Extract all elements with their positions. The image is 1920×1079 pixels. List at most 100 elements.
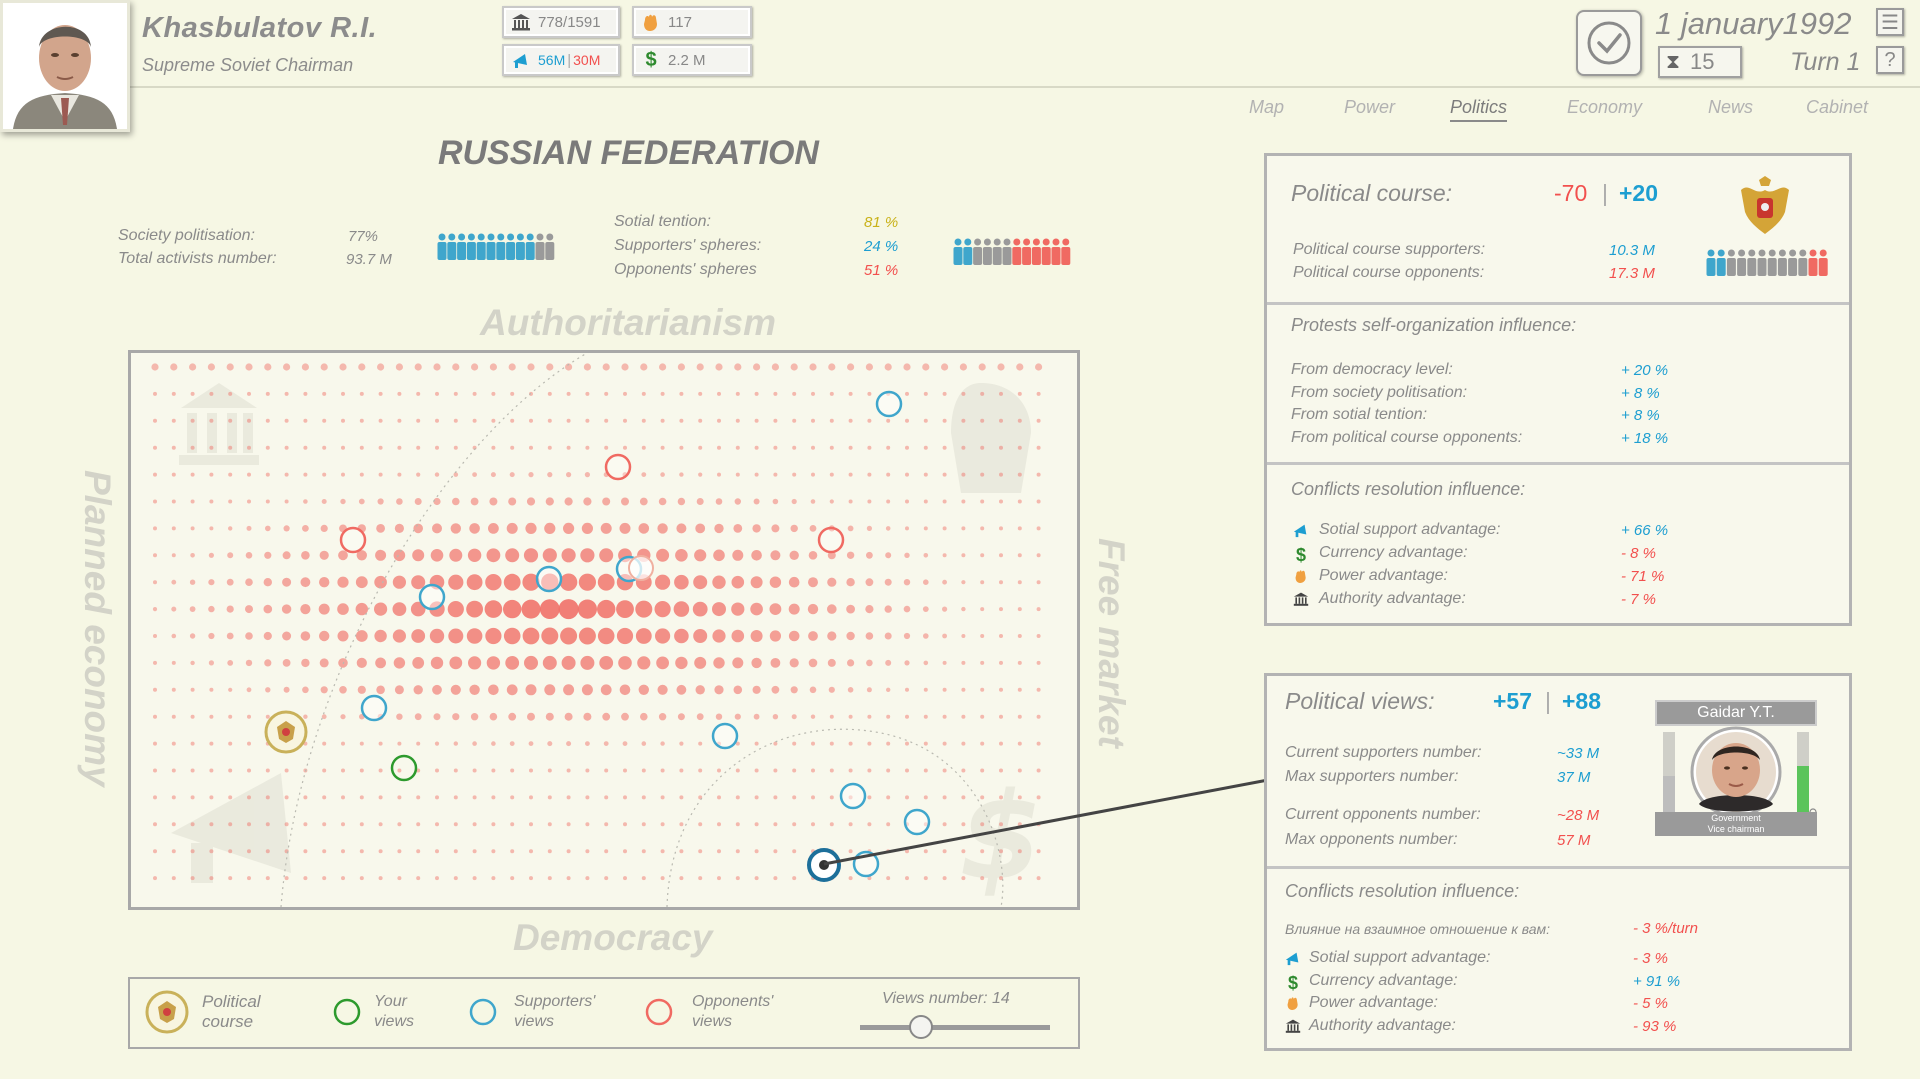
opinion-dot <box>660 849 665 854</box>
tab-power[interactable]: Power <box>1344 97 1396 117</box>
view-marker-faded[interactable] <box>628 555 654 581</box>
opinion-dot <box>602 363 610 371</box>
opinion-dot <box>604 849 609 854</box>
opinion-dot <box>980 634 985 638</box>
opinion-dot <box>435 795 439 800</box>
opinion-dot <box>807 603 819 615</box>
opinion-dot <box>886 714 891 719</box>
opinion-dot <box>660 391 665 396</box>
opinion-dot <box>848 768 853 773</box>
opinion-dot <box>453 418 458 423</box>
opinion-dot <box>263 578 272 587</box>
supporter-view-marker[interactable] <box>903 808 931 836</box>
political-course-marker[interactable] <box>264 710 308 754</box>
supporter-view-marker[interactable] <box>875 390 903 418</box>
supporter-view-marker[interactable] <box>535 565 563 593</box>
current-supporters-value: ~33 M <box>1557 745 1600 762</box>
currency-resource[interactable]: $ 2.2 M <box>632 44 752 76</box>
opinion-dot <box>392 629 406 643</box>
opinion-dot <box>247 741 251 746</box>
tab-map[interactable]: Map <box>1249 97 1285 117</box>
menu-button[interactable]: ☰ <box>1876 8 1904 36</box>
your-views-circle-icon <box>333 998 361 1026</box>
opinion-dot <box>376 685 385 695</box>
support-resource[interactable]: 56M | 30M <box>502 44 620 76</box>
opinion-dot <box>923 391 928 396</box>
opinion-dot <box>359 822 364 827</box>
opponent-view-marker[interactable] <box>604 453 632 481</box>
opinion-dot <box>829 499 834 504</box>
tab-politics[interactable]: Politics <box>1450 97 1508 122</box>
supporter-view-marker[interactable] <box>711 722 739 750</box>
political-compass-map[interactable]: $ <box>128 350 1080 910</box>
views-slider-thumb[interactable] <box>908 1015 933 1039</box>
supporter-view-marker[interactable] <box>360 694 388 722</box>
opinion-dot <box>152 607 158 612</box>
end-turn-button[interactable] <box>1576 10 1642 76</box>
opinion-dot <box>829 472 834 477</box>
opinion-dot <box>752 524 761 533</box>
opinion-dot <box>999 714 1003 719</box>
supporter-view-marker[interactable] <box>852 850 880 878</box>
opinion-dot <box>227 660 234 666</box>
opinion-dot <box>847 525 854 532</box>
opinion-dot <box>942 876 947 881</box>
game-date: 1 january1992 <box>1655 6 1852 41</box>
your-view-marker[interactable] <box>390 754 418 782</box>
opinion-dot <box>679 822 684 827</box>
opinion-dot <box>618 656 632 670</box>
help-button[interactable]: ? <box>1876 46 1904 74</box>
minister-portrait <box>1663 726 1817 818</box>
opinion-dot <box>698 849 703 854</box>
legend-political-course: Political course <box>202 992 261 1031</box>
opinion-dot <box>228 849 233 854</box>
opinion-dot <box>341 849 345 854</box>
opinion-dot <box>923 553 929 558</box>
political-course-emblem-icon <box>145 990 189 1034</box>
leader-portrait[interactable] <box>0 0 130 132</box>
supporter-view-marker[interactable] <box>839 782 867 810</box>
tab-cabinet[interactable]: Cabinet <box>1806 97 1869 117</box>
opinion-dot <box>378 768 383 773</box>
opinion-dot <box>209 526 214 531</box>
opinion-dot <box>265 525 271 532</box>
influence-row-value: - 8 % <box>1621 545 1657 562</box>
opinion-dot <box>809 363 817 371</box>
opinion-dot <box>566 741 572 747</box>
opinion-dot <box>472 795 477 800</box>
opinion-dot <box>491 795 496 800</box>
opinion-dot <box>679 876 684 881</box>
opponent-view-marker[interactable] <box>817 526 845 554</box>
opinion-dot <box>303 391 308 396</box>
opinion-dot <box>923 741 928 746</box>
supporter-view-marker[interactable] <box>418 583 446 611</box>
opinion-dot <box>773 795 778 800</box>
opinion-dot <box>153 634 157 638</box>
opinion-dot <box>171 795 176 800</box>
opinion-dot <box>980 714 985 719</box>
tab-economy[interactable]: Economy <box>1567 97 1643 117</box>
opinion-dot <box>265 418 270 423</box>
opinion-dot <box>527 363 535 371</box>
tab-news[interactable]: News <box>1708 97 1754 117</box>
opinion-dot <box>999 553 1003 558</box>
selected-view-marker[interactable] <box>807 848 841 882</box>
russian-coat-of-arms-icon <box>1741 176 1789 234</box>
opinion-dot <box>829 445 834 450</box>
minister-card[interactable]: Gaidar Y.T. Government Vice chairman <box>1655 700 1817 836</box>
protests-section: Protests self-organization influence: Fr… <box>1267 302 1849 462</box>
opinion-dot <box>559 573 578 591</box>
opinion-dot <box>829 741 834 746</box>
power-resource[interactable]: 117 <box>632 6 752 38</box>
opinion-dot <box>735 418 740 423</box>
opinion-dot <box>585 445 590 450</box>
opponent-view-marker[interactable] <box>339 526 367 554</box>
opinion-dot <box>961 741 966 746</box>
views-slider-track[interactable] <box>860 1025 1050 1030</box>
opinion-dot <box>435 822 439 827</box>
opinion-dot <box>378 849 383 854</box>
opinion-dot <box>771 685 780 694</box>
opinion-dot <box>865 605 874 614</box>
support-divider: | <box>567 51 572 69</box>
authority-resource[interactable]: 778/1591 <box>502 6 620 38</box>
